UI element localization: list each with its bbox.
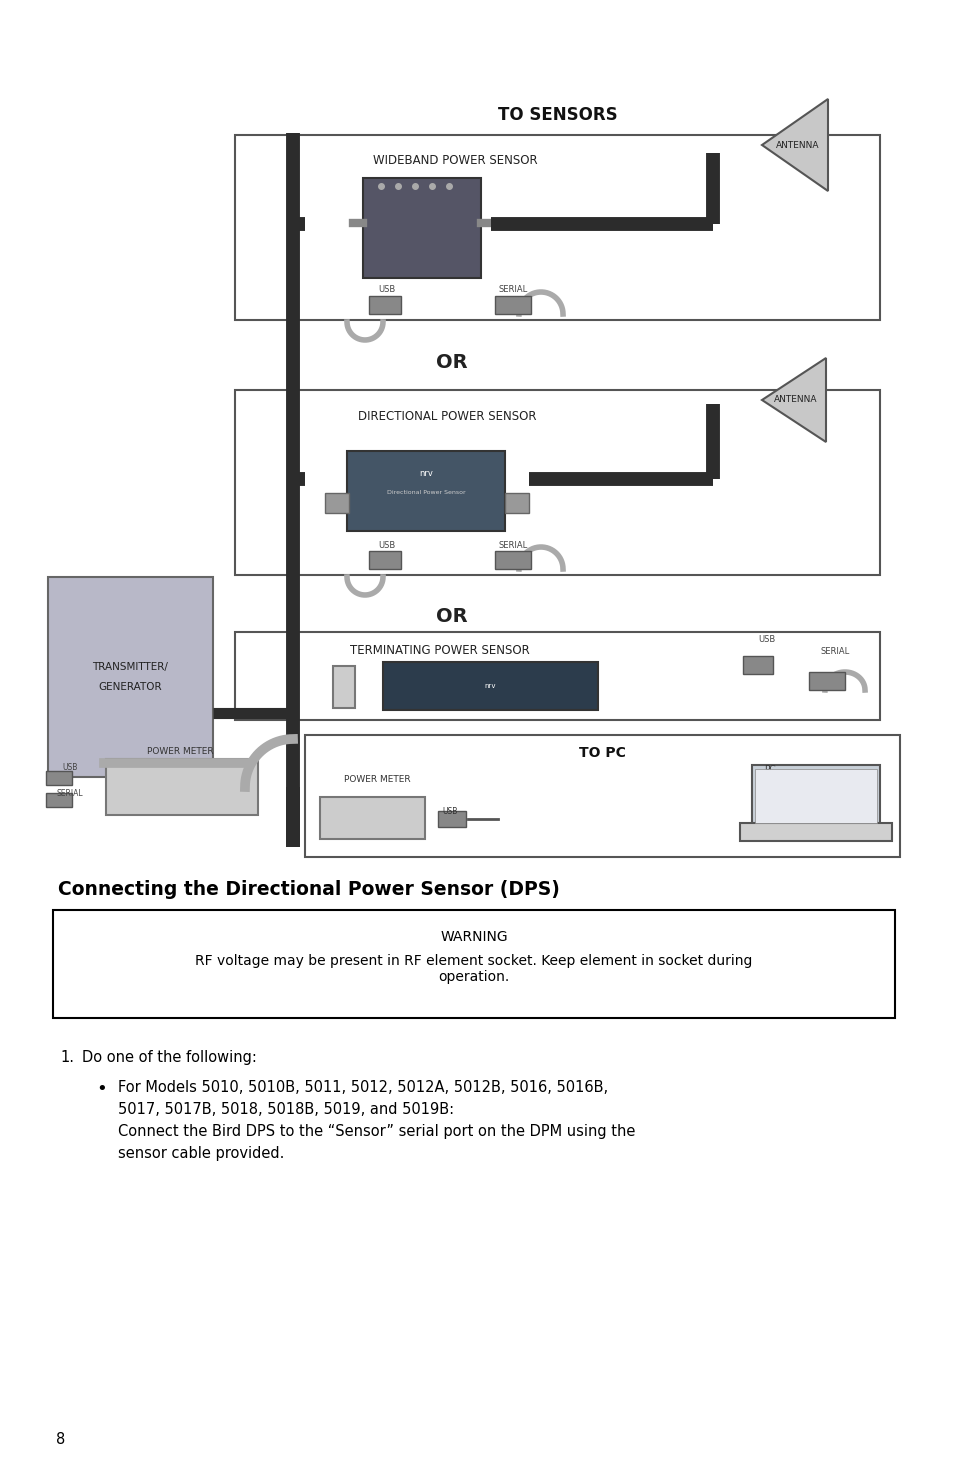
Text: nrv: nrv — [484, 683, 496, 689]
Text: Connect the Bird DPS to the “Sensor” serial port on the DPM using the: Connect the Bird DPS to the “Sensor” ser… — [118, 1124, 635, 1139]
Text: POWER METER: POWER METER — [147, 746, 213, 755]
Bar — [495, 296, 531, 314]
Bar — [740, 823, 891, 841]
Text: TERMINATING POWER SENSOR: TERMINATING POWER SENSOR — [350, 643, 529, 656]
Text: Connecting the Directional Power Sensor (DPS): Connecting the Directional Power Sensor … — [58, 881, 559, 898]
Bar — [333, 667, 355, 708]
Bar — [495, 552, 531, 569]
Text: WIDEBAND POWER SENSOR: WIDEBAND POWER SENSOR — [373, 155, 537, 168]
Text: SERIAL: SERIAL — [497, 286, 527, 295]
Bar — [437, 811, 465, 827]
Text: WARNING: WARNING — [439, 931, 507, 944]
Text: USB: USB — [378, 540, 395, 550]
Bar — [369, 552, 400, 569]
Text: RF voltage may be present in RF element socket. Keep element in socket during
op: RF voltage may be present in RF element … — [195, 954, 752, 984]
Bar — [808, 673, 844, 690]
Bar — [234, 136, 879, 320]
Text: OR: OR — [436, 608, 467, 627]
Bar — [754, 768, 876, 823]
Bar — [106, 760, 257, 816]
Bar — [319, 796, 424, 839]
Text: •: • — [96, 1080, 107, 1097]
Bar — [325, 493, 349, 513]
Text: USB: USB — [62, 764, 77, 773]
Text: PC: PC — [763, 766, 775, 774]
Text: DIRECTIONAL POWER SENSOR: DIRECTIONAL POWER SENSOR — [357, 410, 536, 422]
Text: Directional Power Sensor: Directional Power Sensor — [386, 490, 465, 496]
Text: SERIAL: SERIAL — [497, 540, 527, 550]
Text: For Models 5010, 5010B, 5011, 5012, 5012A, 5012B, 5016, 5016B,: For Models 5010, 5010B, 5011, 5012, 5012… — [118, 1080, 607, 1094]
Text: TRANSMITTER/: TRANSMITTER/ — [92, 662, 169, 673]
Text: Do one of the following:: Do one of the following: — [82, 1050, 256, 1065]
Text: sensor cable provided.: sensor cable provided. — [118, 1146, 284, 1161]
Text: TO PC: TO PC — [578, 746, 625, 760]
Text: POWER METER: POWER METER — [343, 774, 410, 783]
Text: 1.: 1. — [60, 1050, 74, 1065]
Text: nrv: nrv — [418, 469, 433, 478]
Text: 5017, 5017B, 5018, 5018B, 5019, and 5019B:: 5017, 5017B, 5018, 5018B, 5019, and 5019… — [118, 1102, 454, 1117]
Bar — [369, 296, 400, 314]
Text: USB: USB — [378, 286, 395, 295]
Text: USB: USB — [442, 807, 457, 816]
Bar — [48, 577, 213, 777]
Bar — [234, 389, 879, 575]
Bar — [305, 735, 899, 857]
Bar — [363, 178, 480, 277]
Bar — [382, 662, 598, 709]
Bar — [347, 451, 504, 531]
Text: 8: 8 — [56, 1432, 65, 1447]
Bar — [46, 771, 71, 785]
Bar — [751, 766, 879, 827]
Text: OR: OR — [436, 354, 467, 373]
Text: ANTENNA: ANTENNA — [774, 395, 817, 404]
Text: SERIAL: SERIAL — [820, 648, 849, 656]
Text: ANTENNA: ANTENNA — [776, 140, 819, 149]
Polygon shape — [761, 358, 825, 442]
Bar — [234, 631, 879, 720]
Bar — [53, 910, 894, 1018]
Text: SERIAL: SERIAL — [56, 789, 83, 798]
Polygon shape — [761, 99, 827, 190]
Text: GENERATOR: GENERATOR — [98, 681, 162, 692]
Text: TO SENSORS: TO SENSORS — [497, 106, 618, 124]
Bar — [46, 794, 71, 807]
Bar — [504, 493, 529, 513]
Text: USB: USB — [758, 634, 775, 643]
Bar — [742, 656, 772, 674]
